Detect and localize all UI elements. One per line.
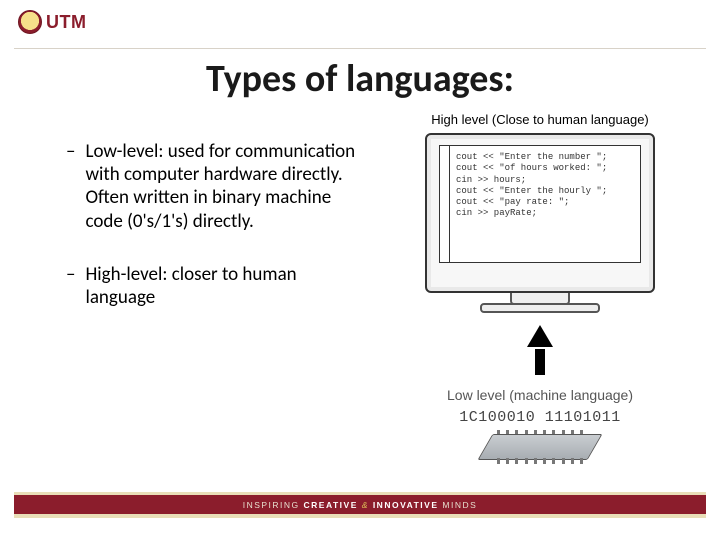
seal-icon <box>18 10 42 34</box>
arrow-up-icon <box>527 325 553 347</box>
bullet-dash-icon: – <box>66 140 75 233</box>
figure-panel: High level (Close to human language) cou… <box>400 112 680 460</box>
binary-sample: 1C100010 11101011 <box>400 409 680 426</box>
brand-logo: UTM <box>18 10 87 34</box>
arrow-stem <box>535 349 545 375</box>
monitor-screen: cout << "Enter the number "; cout << "of… <box>439 145 641 263</box>
code-sample: cout << "Enter the number "; cout << "of… <box>450 146 640 262</box>
footer-accent-line <box>14 514 706 518</box>
list-item: – High-level: closer to human language <box>66 263 366 309</box>
monitor-bezel: cout << "Enter the number "; cout << "of… <box>425 133 655 293</box>
horizontal-rule <box>14 48 706 49</box>
bullet-text: High-level: closer to human language <box>85 263 366 309</box>
bullet-dash-icon: – <box>66 263 75 309</box>
brand-name: UTM <box>46 12 87 33</box>
bullet-text: Low-level: used for communication with c… <box>85 140 366 233</box>
monitor-base <box>480 303 600 313</box>
footer-word: MINDS <box>442 500 477 510</box>
slide: UTM Types of languages: – Low-level: use… <box>0 0 720 540</box>
footer-word: INSPIRING <box>243 500 300 510</box>
list-item: – Low-level: used for communication with… <box>66 140 366 233</box>
footer-bar: INSPIRING CREATIVE & INNOVATIVE MINDS <box>14 492 706 514</box>
footer: INSPIRING CREATIVE & INNOVATIVE MINDS <box>14 492 706 524</box>
low-level-label: Low level (machine language) <box>400 387 680 403</box>
high-level-label: High level (Close to human language) <box>400 112 680 127</box>
chip-pins <box>497 458 583 464</box>
page-title: Types of languages: <box>0 56 720 102</box>
screen-gutter <box>440 146 450 262</box>
chip-illustration <box>485 434 595 460</box>
footer-tagline: INSPIRING CREATIVE & INNOVATIVE MINDS <box>243 500 478 510</box>
footer-word: CREATIVE <box>304 500 358 510</box>
footer-word: INNOVATIVE <box>373 500 439 510</box>
bullet-list: – Low-level: used for communication with… <box>66 140 366 339</box>
ampersand-icon: & <box>362 500 369 510</box>
chip-body <box>477 434 602 460</box>
monitor-illustration: cout << "Enter the number "; cout << "of… <box>425 133 655 313</box>
